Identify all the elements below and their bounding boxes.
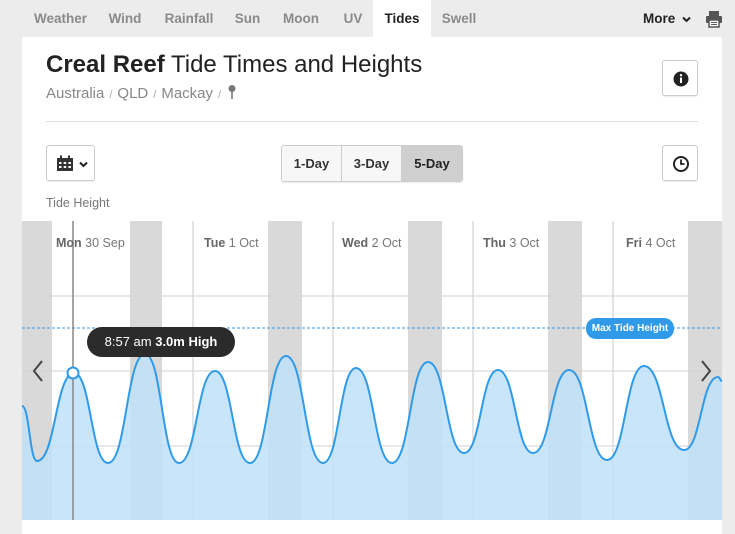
tide-chart-svg: Mon 30 Sep Tue 1 Oct Wed 2 Oct Thu 3 Oct Fri… — [22, 221, 722, 520]
chevron-left-icon[interactable] — [30, 357, 46, 385]
day-date: 4 Oct — [642, 236, 676, 250]
chevron-right-icon[interactable] — [698, 357, 714, 385]
range-1-day-button[interactable]: 1-Day — [282, 146, 342, 181]
nav-tab-rainfall[interactable]: Rainfall — [164, 11, 214, 26]
nav-tab-wind[interactable]: Wind — [108, 11, 142, 26]
day-date: 30 Sep — [82, 236, 125, 250]
day-label: Wed 2 Oct — [342, 236, 402, 250]
clock-icon — [673, 156, 689, 172]
day-date: 2 Oct — [368, 236, 402, 250]
day-label: Mon 30 Sep — [56, 236, 125, 250]
page-title: Creal Reef Tide Times and Heights — [46, 51, 422, 79]
chevron-down-icon — [682, 16, 691, 23]
location-pin-icon[interactable] — [226, 84, 238, 100]
day-name: Mon — [56, 236, 82, 250]
day-label: Thu 3 Oct — [483, 236, 540, 250]
day-date: 1 Oct — [225, 236, 259, 250]
calendar-icon — [57, 155, 73, 171]
more-label: More — [643, 11, 676, 26]
nav-tab-weather[interactable]: Weather — [33, 11, 88, 26]
range-selector: 1-Day 3-Day 5-Day — [281, 145, 463, 182]
tooltip-height: 3.0m — [155, 334, 185, 349]
nav-tab-sun[interactable]: Sun — [234, 11, 261, 26]
tooltip-time: 8:57 am — [104, 334, 152, 349]
day-name: Wed — [342, 236, 368, 250]
breadcrumb-separator: / — [153, 89, 157, 101]
location-name: Creal Reef — [46, 51, 165, 78]
divider — [46, 121, 698, 122]
top-nav: Weather Wind Rainfall Sun Moon UV Tides … — [0, 0, 735, 37]
printer-icon[interactable] — [705, 10, 723, 28]
breadcrumb: Australia / QLD / Mackay / — [46, 84, 238, 102]
nav-tab-moon[interactable]: Moon — [283, 11, 319, 26]
tide-area — [22, 354, 722, 520]
nav-tab-uv[interactable]: UV — [343, 11, 363, 26]
breadcrumb-separator: / — [109, 89, 113, 101]
breadcrumb-country[interactable]: Australia — [46, 85, 105, 102]
tide-chart[interactable]: Mon 30 Sep Tue 1 Oct Wed 2 Oct Thu 3 Oct Fri… — [22, 221, 722, 520]
title-suffix: Tide Times and Heights — [170, 51, 423, 78]
nav-tab-swell[interactable]: Swell — [441, 11, 477, 26]
breadcrumb-state[interactable]: QLD — [117, 85, 149, 102]
breadcrumb-separator: / — [218, 89, 222, 101]
info-button[interactable] — [662, 60, 698, 96]
day-date: 3 Oct — [506, 236, 540, 250]
tide-line — [22, 352, 722, 465]
nav-tab-tides[interactable]: Tides — [373, 0, 431, 37]
tooltip-type: High — [188, 334, 218, 349]
range-5-day-button[interactable]: 5-Day — [402, 146, 462, 181]
range-3-day-button[interactable]: 3-Day — [342, 146, 402, 181]
day-label: Fri 4 Oct — [626, 236, 676, 250]
day-label: Tue 1 Oct — [204, 236, 259, 250]
tide-height-label: Tide Height — [46, 196, 110, 210]
chevron-down-icon — [79, 161, 88, 168]
info-icon — [673, 71, 689, 87]
tide-card: Creal Reef Tide Times and Heights Austra… — [22, 37, 722, 534]
more-menu[interactable]: More — [643, 0, 691, 37]
date-picker-button[interactable] — [46, 145, 95, 181]
current-tide-point — [66, 366, 80, 380]
time-button[interactable] — [662, 145, 698, 181]
day-name: Tue — [204, 236, 225, 250]
tide-tooltip: 8:57 am 3.0m High — [87, 327, 235, 357]
breadcrumb-region[interactable]: Mackay — [161, 85, 214, 102]
day-name: Fri — [626, 236, 642, 250]
max-tide-height-badge: Max Tide Height — [586, 318, 674, 339]
day-name: Thu — [483, 236, 506, 250]
